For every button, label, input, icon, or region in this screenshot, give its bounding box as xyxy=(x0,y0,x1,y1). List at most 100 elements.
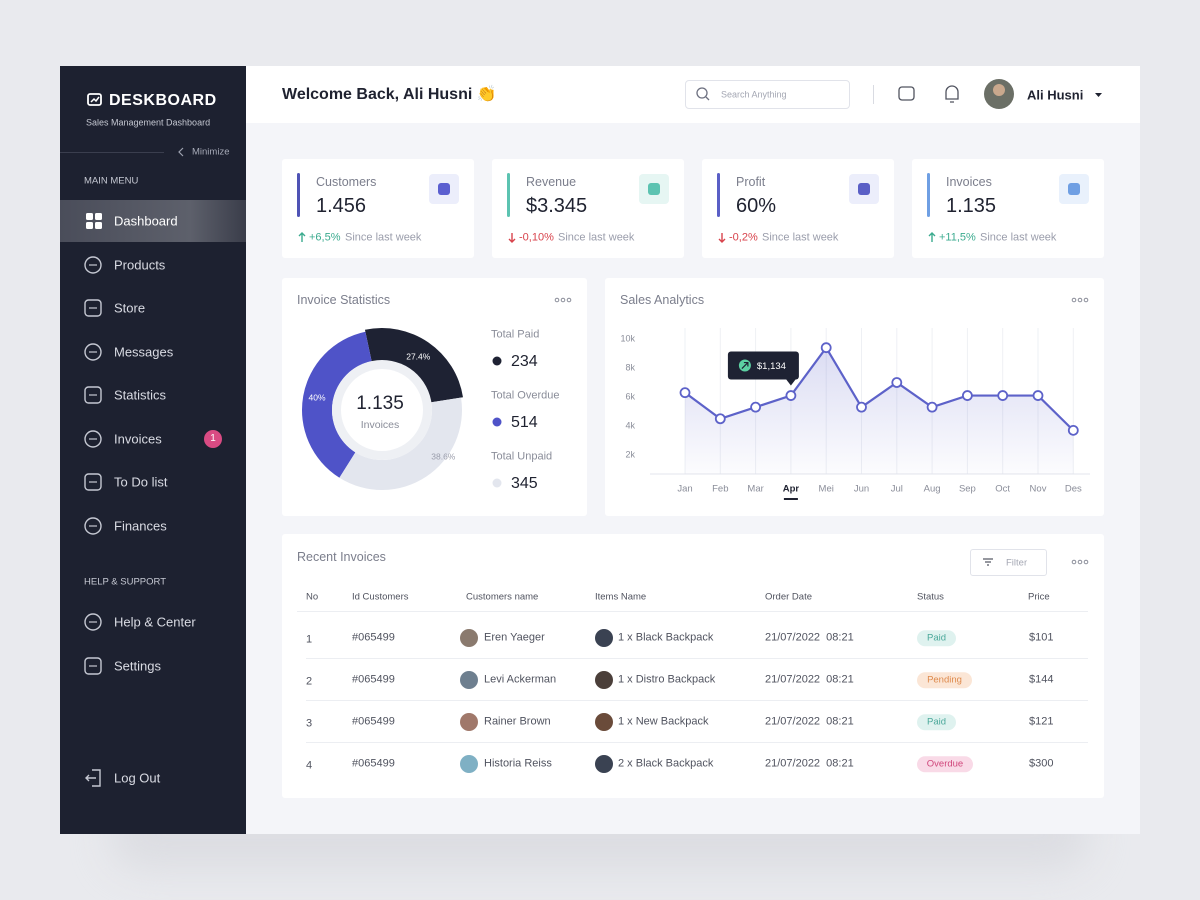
menu-label[interactable]: Messages xyxy=(114,344,174,360)
stat-value: 1.456 xyxy=(316,195,367,217)
cell-id: #065499 xyxy=(352,757,395,770)
stat-label: Profit xyxy=(736,174,766,189)
menu-label[interactable]: Invoices xyxy=(114,431,162,447)
cell-item: 1 x Distro Backpack xyxy=(618,673,716,686)
user-name[interactable]: Ali Husni xyxy=(1027,87,1084,103)
column-header: Items Name xyxy=(595,591,647,603)
panel xyxy=(605,278,1104,516)
cell-date: 21/07/2022 08:21 xyxy=(765,715,854,728)
cell-item: 1 x New Backpack xyxy=(618,715,709,728)
cell-price: $121 xyxy=(1029,715,1054,728)
stat-change: -0,2% xyxy=(729,231,758,244)
stat-change: -0,10% xyxy=(519,231,554,244)
stat-label: Customers xyxy=(316,174,377,189)
menu-section-label: HELP & SUPPORT xyxy=(84,576,167,588)
stat-value: 1.135 xyxy=(946,195,997,217)
cell-no: 1 xyxy=(306,633,313,646)
table-divider xyxy=(306,658,1088,659)
stat-change: +11,5% xyxy=(939,231,976,244)
sidebar xyxy=(60,66,246,834)
messages-button[interactable] xyxy=(894,82,919,107)
stat-accent xyxy=(297,173,300,217)
menu-label[interactable]: To Do list xyxy=(114,474,168,490)
stat-value: 60% xyxy=(736,195,777,217)
cell-price: $144 xyxy=(1029,673,1054,686)
more-button[interactable] xyxy=(552,293,574,307)
menu-label[interactable]: Products xyxy=(114,257,166,273)
legend-label: Total Overdue xyxy=(491,389,560,402)
stat-label: Revenue xyxy=(526,174,577,189)
menu-item[interactable] xyxy=(60,288,246,328)
stat-accent xyxy=(717,173,720,217)
column-header: Id Customers xyxy=(352,591,409,603)
table-divider xyxy=(306,700,1088,701)
menu-label[interactable]: Finances xyxy=(114,518,167,534)
table-divider xyxy=(297,611,1088,612)
stat-note: Since last week xyxy=(345,231,422,244)
search-box[interactable] xyxy=(685,80,850,109)
menu-label[interactable]: Settings xyxy=(114,658,161,674)
notifications-button[interactable] xyxy=(939,82,964,107)
panel-title: Sales Analytics xyxy=(620,292,705,307)
cell-customer: Rainer Brown xyxy=(484,715,551,728)
filter-label[interactable]: Filter xyxy=(1006,557,1028,569)
logout-label[interactable]: Log Out xyxy=(114,770,161,786)
stat-icon-box xyxy=(1059,174,1089,204)
column-header: Customers name xyxy=(466,591,539,603)
legend-value: 514 xyxy=(511,414,538,431)
more-button[interactable] xyxy=(1069,555,1091,569)
column-header: Status xyxy=(917,591,944,603)
stat-change: +6,5% xyxy=(309,231,341,244)
legend-value: 345 xyxy=(511,475,538,492)
status-pill: Paid xyxy=(917,714,956,730)
stat-accent xyxy=(507,173,510,217)
more-button[interactable] xyxy=(1069,293,1091,307)
status-pill: Overdue xyxy=(917,756,973,772)
table-divider xyxy=(306,742,1088,743)
status-pill: Pending xyxy=(917,672,972,688)
brand-tagline: Sales Management Dashboard xyxy=(86,117,211,128)
minimize-button[interactable]: Minimize xyxy=(192,146,230,158)
panel-title: Recent Invoices xyxy=(297,549,386,564)
legend-label: Total Paid xyxy=(491,328,540,341)
cell-id: #065499 xyxy=(352,631,395,644)
stat-note: Since last week xyxy=(762,231,839,244)
cell-id: #065499 xyxy=(352,715,395,728)
stat-note: Since last week xyxy=(558,231,635,244)
cell-no: 3 xyxy=(306,717,313,730)
status-pill: Paid xyxy=(917,630,956,646)
stat-icon-box xyxy=(849,174,879,204)
menu-label[interactable]: Store xyxy=(114,300,146,316)
cell-customer: Historia Reiss xyxy=(484,757,552,770)
header-divider xyxy=(873,85,874,104)
active-menu-highlight xyxy=(60,200,246,242)
cell-price: $101 xyxy=(1029,631,1054,644)
cell-id: #065499 xyxy=(352,673,395,686)
menu-section-label: MAIN MENU xyxy=(84,175,139,187)
cell-date: 21/07/2022 08:21 xyxy=(765,757,854,770)
filter-button[interactable] xyxy=(970,549,1047,576)
menu-label[interactable]: Dashboard xyxy=(114,213,178,229)
legend-value: 234 xyxy=(511,353,538,370)
stat-note: Since last week xyxy=(980,231,1057,244)
stat-icon-box xyxy=(639,174,669,204)
cell-customer: Eren Yaeger xyxy=(484,631,545,644)
cell-no: 4 xyxy=(306,759,313,772)
menu-badge-count: 1 xyxy=(210,433,216,444)
column-header: Order Date xyxy=(765,591,812,603)
stat-accent xyxy=(927,173,930,217)
welcome-title: Welcome Back, Ali Husni 👏 xyxy=(282,86,497,103)
cell-item: 1 x Black Backpack xyxy=(618,631,714,644)
cell-date: 21/07/2022 08:21 xyxy=(765,673,854,686)
panel-title: Invoice Statistics xyxy=(297,292,391,307)
cell-date: 21/07/2022 08:21 xyxy=(765,631,854,644)
column-header: Price xyxy=(1028,591,1050,603)
cell-no: 2 xyxy=(306,675,313,688)
search-placeholder[interactable]: Search Anything xyxy=(721,89,787,100)
stat-icon-box xyxy=(429,174,459,204)
column-header: No xyxy=(306,591,319,603)
menu-label[interactable]: Statistics xyxy=(114,387,167,403)
menu-label[interactable]: Help & Center xyxy=(114,614,196,630)
menu-badge xyxy=(204,430,222,448)
